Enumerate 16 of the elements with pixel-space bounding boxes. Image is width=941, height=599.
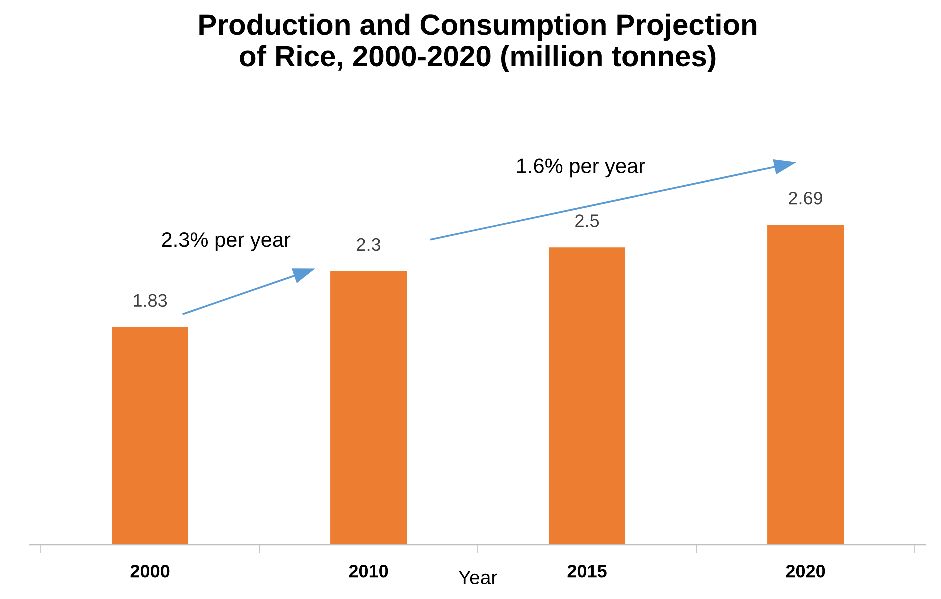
annotation: 2.3% per year — [162, 232, 291, 252]
bar — [112, 327, 189, 546]
data-label: 2.5 — [576, 214, 600, 228]
data-label: 2.3 — [357, 238, 381, 252]
data-label: 1.83 — [134, 294, 168, 308]
bar — [549, 248, 626, 546]
data-label: 2.69 — [789, 192, 822, 205]
bar — [768, 224, 844, 546]
x-tick-label: 2000 — [130, 565, 170, 578]
x-axis-title: Year — [458, 570, 498, 585]
text: 1.6% per year — [517, 158, 646, 178]
x-tick-label: 2015 — [568, 565, 607, 578]
chart-title: Production and Consumption Projection of Rice, 2000-2020 (million tonnes) — [200, 14, 757, 72]
bar — [330, 271, 408, 546]
x-tick-label: 2020 — [786, 565, 826, 578]
x-tick-label: 2010 — [349, 565, 388, 578]
